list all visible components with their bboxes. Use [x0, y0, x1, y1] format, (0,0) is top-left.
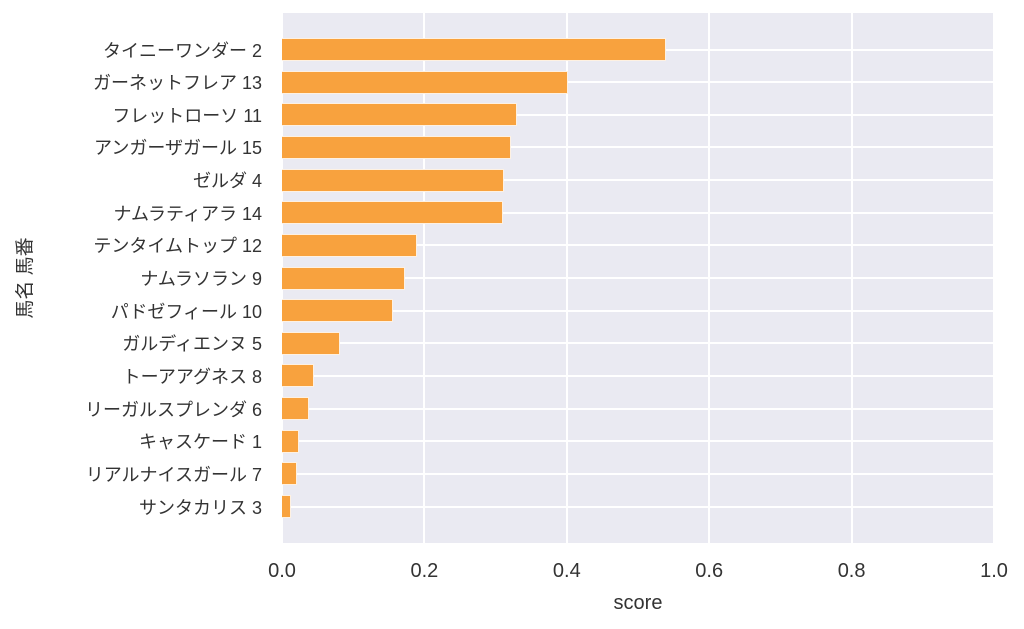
bar — [282, 429, 300, 453]
bar — [282, 233, 418, 257]
y-tick-label: タイニーワンダー 2 — [102, 40, 262, 61]
x-tick-label: 0.8 — [837, 560, 866, 582]
horizontal-gridline — [282, 505, 994, 508]
bar — [282, 201, 503, 225]
horizontal-gridline — [282, 374, 994, 377]
vertical-gridline — [993, 13, 995, 543]
horizontal-gridline — [282, 472, 994, 475]
horizontal-gridline — [282, 81, 994, 84]
bar — [282, 266, 406, 290]
y-tick-label: フレットローソ 11 — [112, 105, 262, 126]
horizontal-gridline — [282, 342, 994, 345]
y-tick-label: パドゼフィール 10 — [110, 301, 262, 322]
plot-area — [281, 13, 995, 543]
bar — [282, 135, 512, 159]
horizontal-gridline — [282, 440, 994, 443]
bar — [282, 397, 310, 421]
horizontal-gridline — [282, 179, 994, 182]
bar — [282, 364, 315, 388]
x-tick-label: 0.0 — [268, 560, 296, 582]
y-tick-label: サンタカリス 3 — [138, 497, 262, 518]
horizontal-gridline — [282, 113, 994, 116]
horizontal-gridline — [282, 244, 994, 247]
horizontal-gridline — [282, 146, 994, 149]
horizontal-gridline — [282, 277, 994, 279]
y-tick-label: アンガーザガール 15 — [94, 138, 262, 159]
horizontal-gridline — [282, 309, 994, 312]
bar — [282, 103, 517, 127]
bar — [282, 495, 292, 518]
x-tick-label: 0.6 — [695, 560, 724, 582]
x-tick-label: 1.0 — [980, 560, 1008, 582]
x-tick-label: 0.4 — [552, 560, 581, 582]
y-tick-label: ゼルダ 4 — [192, 171, 262, 192]
horizontal-gridline — [282, 407, 994, 410]
y-tick-label: ガルディエンヌ 5 — [122, 334, 262, 355]
bar — [282, 331, 341, 355]
y-tick-label: トーアアグネス 8 — [122, 366, 262, 387]
horizontal-gridline — [282, 211, 994, 214]
bar — [282, 168, 505, 192]
x-axis-label: score — [613, 592, 663, 614]
bar — [282, 299, 394, 323]
bar — [282, 70, 568, 94]
bar — [282, 38, 667, 61]
y-tick-label: ガーネットフレア 13 — [92, 73, 262, 94]
y-tick-label: リアルナイスガール 7 — [85, 464, 262, 485]
y-tick-label: リーガルスプレンダ 6 — [84, 399, 262, 420]
y-axis-tick-labels: タイニーワンダー 2 ガーネットフレア 13 フレットローソ 11 アンガーザガール … — [0, 13, 272, 543]
y-tick-label: テンタイムトップ 12 — [93, 236, 262, 257]
y-tick-label: ナムラソラン 9 — [140, 269, 262, 289]
y-tick-label: ナムラティアラ 14 — [113, 203, 262, 224]
x-tick-label: 0.2 — [410, 560, 439, 582]
y-tick-label: キャスケード 1 — [138, 432, 262, 453]
bar — [282, 462, 297, 486]
